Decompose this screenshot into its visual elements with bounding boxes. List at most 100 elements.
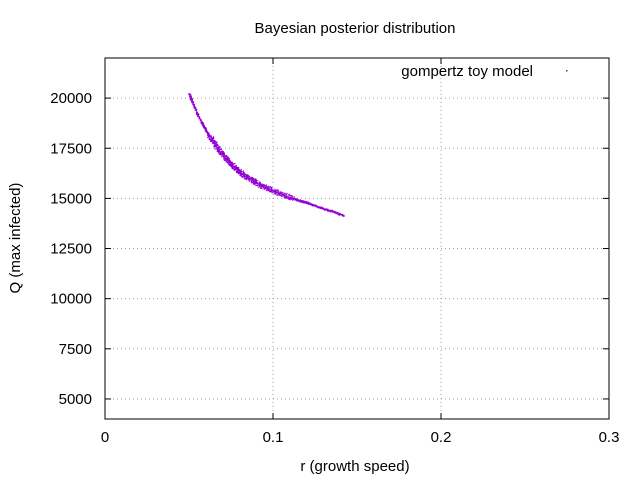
x-axis-label: r (growth speed): [300, 458, 409, 475]
posterior-sample-dot: [237, 169, 239, 171]
posterior-sample-dot: [338, 214, 340, 216]
posterior-sample-dot: [275, 193, 277, 195]
posterior-sample-dot: [293, 198, 295, 200]
posterior-sample-dot: [191, 98, 193, 100]
posterior-sample-dot: [220, 148, 222, 150]
posterior-sample-dot: [298, 199, 300, 201]
posterior-sample-dot: [304, 202, 306, 204]
posterior-sample-dot: [207, 133, 209, 135]
posterior-sample-dot: [228, 162, 230, 164]
posterior-sample-dot: [251, 177, 253, 179]
posterior-sample-dot: [230, 163, 232, 165]
posterior-sample-dot: [204, 126, 206, 128]
posterior-sample-dot: [204, 127, 206, 129]
posterior-sample-dot: [329, 209, 331, 211]
posterior-sample-dot: [324, 208, 326, 210]
posterior-sample-dot: [268, 187, 270, 189]
posterior-sample-dot: [193, 104, 195, 106]
posterior-sample-dot: [200, 123, 202, 125]
posterior-sample-dot: [287, 196, 289, 198]
posterior-sample-dot: [290, 198, 292, 200]
posterior-sample-dot: [221, 153, 223, 155]
posterior-sample-dot: [211, 138, 213, 140]
posterior-sample-dot: [217, 152, 219, 154]
posterior-sample-dot: [239, 169, 241, 171]
posterior-sample-dot: [243, 172, 245, 174]
posterior-sample-dot: [331, 210, 333, 212]
posterior-sample-dot: [245, 178, 247, 180]
posterior-sample-dot: [215, 143, 217, 145]
posterior-sample-dot: [273, 188, 275, 190]
posterior-sample-dot: [275, 192, 277, 194]
posterior-sample-dot: [280, 195, 282, 197]
posterior-sample-dot: [264, 185, 266, 187]
posterior-sample-dot: [341, 215, 343, 217]
posterior-sample-dot: [242, 171, 244, 173]
posterior-sample-dot: [299, 201, 301, 203]
posterior-sample-dot: [195, 110, 197, 112]
posterior-sample-dot: [326, 210, 328, 212]
posterior-sample-dot: [255, 181, 257, 183]
posterior-sample-dot: [293, 197, 295, 199]
posterior-sample-dot: [227, 158, 229, 160]
posterior-sample-dot: [219, 148, 221, 150]
posterior-sample-dot: [207, 136, 209, 138]
posterior-sample-dot: [227, 155, 229, 157]
posterior-sample-dot: [210, 139, 212, 141]
posterior-sample-dot: [248, 180, 250, 182]
posterior-sample-dot: [252, 178, 254, 180]
posterior-sample-dot: [279, 193, 281, 195]
posterior-sample-dot: [236, 168, 238, 170]
posterior-sample-dot: [307, 202, 309, 204]
posterior-sample-dot: [254, 179, 256, 181]
posterior-sample-dot: [289, 193, 291, 195]
posterior-sample-dot: [254, 183, 256, 185]
x-tick-label: 0.2: [431, 429, 452, 446]
posterior-sample-dot: [201, 120, 203, 122]
posterior-sample-dot: [207, 137, 209, 139]
posterior-sample-dot: [225, 156, 227, 158]
posterior-sample-dot: [211, 136, 213, 138]
posterior-sample-dot: [209, 137, 211, 139]
posterior-sample-dot: [210, 135, 212, 137]
posterior-sample-dot: [250, 181, 252, 183]
posterior-sample-dot: [265, 186, 267, 188]
posterior-sample-dot: [201, 122, 203, 124]
posterior-sample-dot: [240, 171, 242, 173]
posterior-sample-dot: [217, 148, 219, 150]
posterior-sample-dot: [226, 158, 228, 160]
posterior-sample-dot: [232, 162, 234, 164]
posterior-sample-dot: [323, 209, 325, 211]
posterior-sample-dot: [216, 150, 218, 152]
y-tick-label: 17500: [50, 140, 92, 157]
posterior-sample-dot: [188, 94, 190, 96]
posterior-sample-dot: [283, 196, 285, 198]
posterior-sample-dot: [220, 149, 222, 151]
posterior-sample-dot: [261, 186, 263, 188]
posterior-sample-dot: [256, 181, 258, 183]
posterior-sample-dot: [213, 142, 215, 144]
posterior-sample-dot: [230, 160, 232, 162]
posterior-sample-dot: [193, 105, 195, 107]
posterior-sample-dot: [284, 192, 286, 194]
posterior-sample-dot: [203, 127, 205, 129]
posterior-sample-dot: [191, 100, 193, 102]
data-points: [188, 93, 345, 217]
posterior-sample-dot: [226, 161, 228, 163]
posterior-sample-dot: [257, 184, 259, 186]
posterior-sample-dot: [219, 153, 221, 155]
posterior-sample-dot: [269, 190, 271, 192]
posterior-sample-dot: [332, 211, 334, 213]
posterior-sample-dot: [245, 175, 247, 177]
posterior-sample-dot: [222, 155, 224, 157]
posterior-sample-dot: [245, 175, 247, 177]
posterior-sample-dot: [211, 138, 213, 140]
posterior-sample-dot: [247, 178, 249, 180]
posterior-sample-dot: [263, 186, 265, 188]
posterior-sample-dot: [272, 191, 274, 193]
posterior-sample-dot: [281, 195, 283, 197]
posterior-sample-dot: [192, 104, 194, 106]
posterior-sample-dot: [194, 106, 196, 108]
axis-ticks: 0 0.1 0.2 0.3 5000 7500 10000 12500 15000 17500 20…: [50, 58, 619, 446]
posterior-sample-dot: [317, 206, 319, 208]
